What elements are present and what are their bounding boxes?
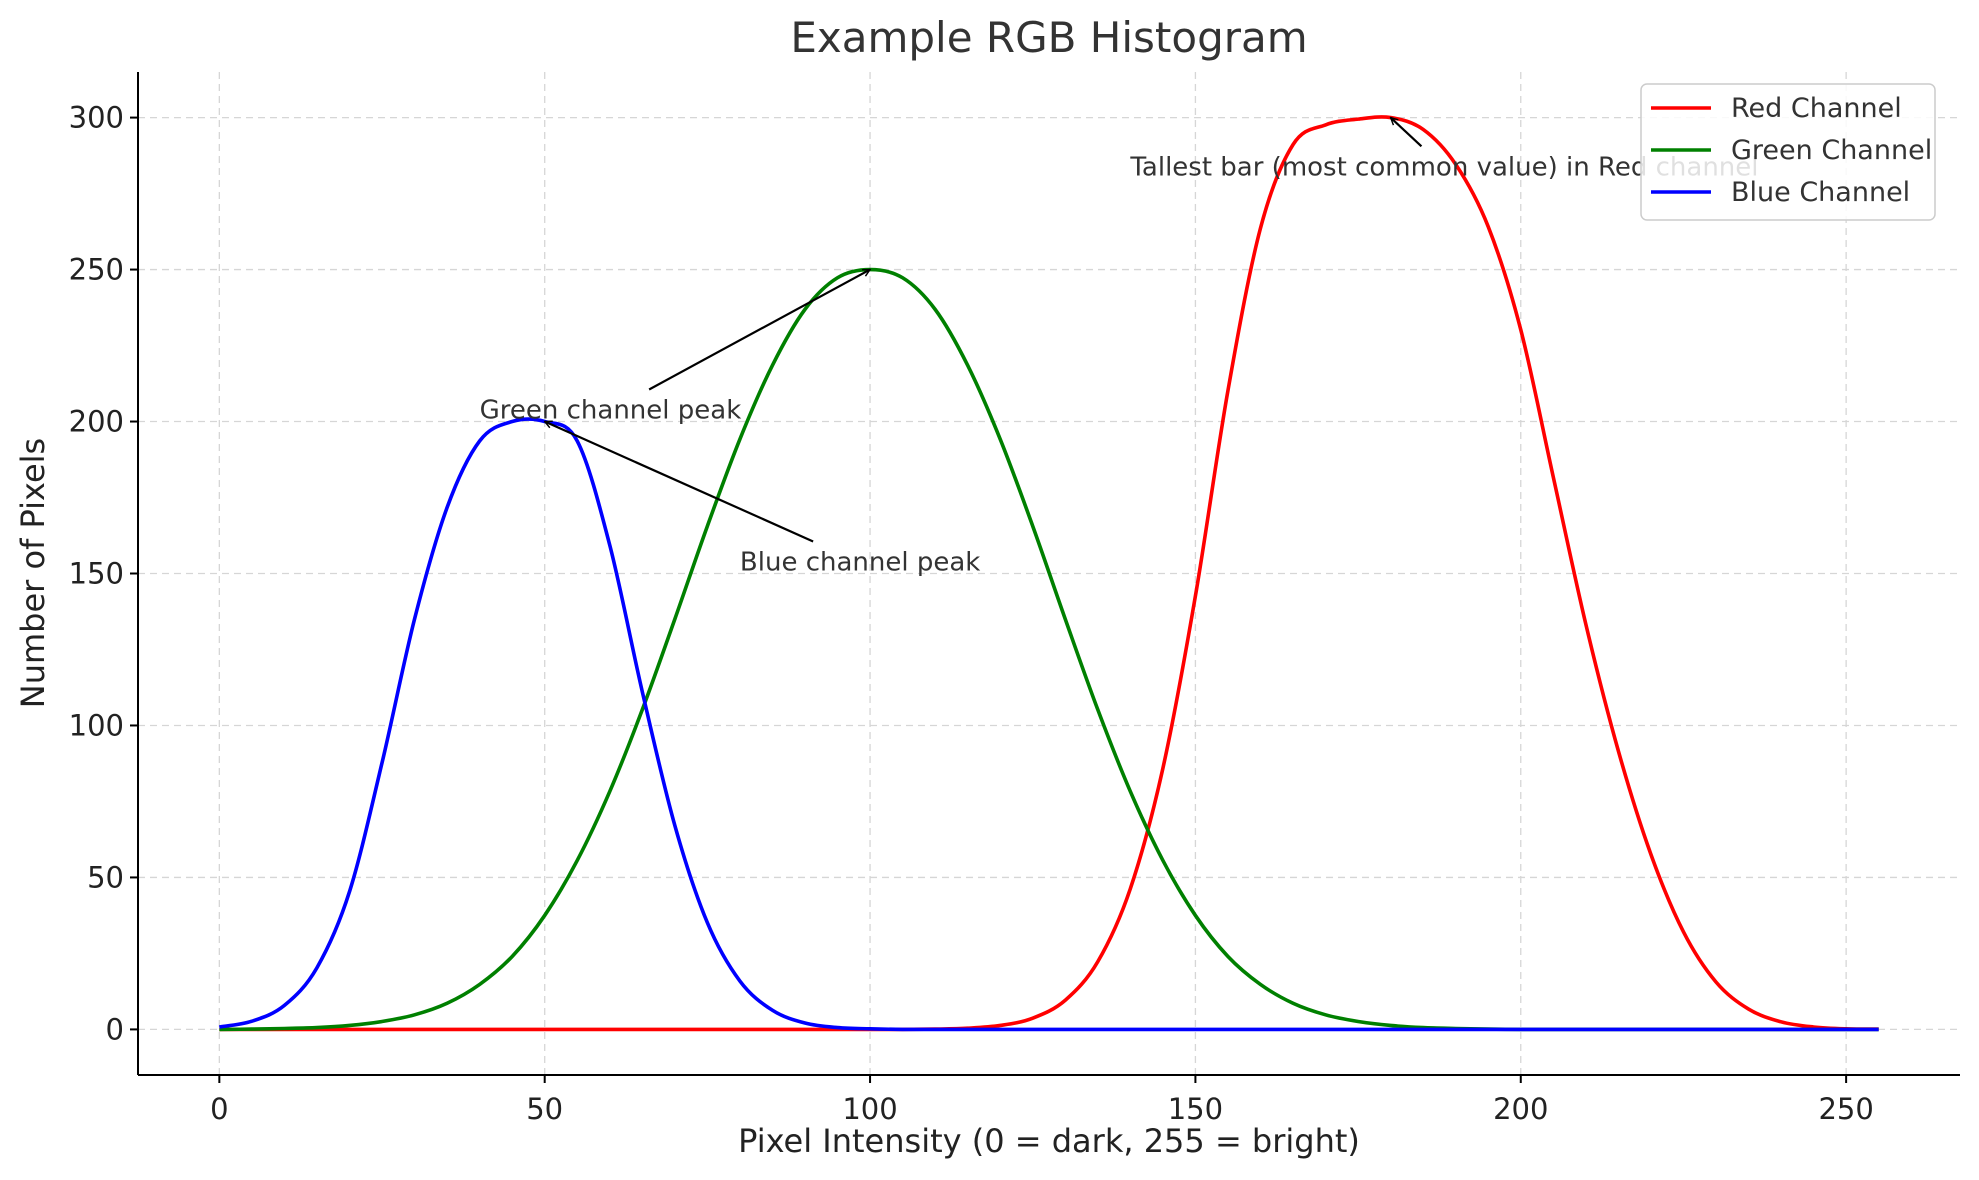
- x-tick-label: 100: [842, 1092, 897, 1126]
- series-line-blue-channel: [219, 417, 1879, 1032]
- x-tick-label: 50: [526, 1092, 563, 1126]
- series-line-green-channel: [219, 267, 1879, 1032]
- x-tick-label: 250: [1818, 1092, 1873, 1126]
- y-tick-label: 300: [69, 101, 124, 135]
- annotation-arrow: [545, 422, 814, 543]
- y-tick-label: 250: [69, 253, 124, 287]
- x-tick-label: 200: [1493, 1092, 1548, 1126]
- annotation-text: Green channel peak: [480, 395, 742, 425]
- annotation-arrow: [648, 268, 870, 391]
- y-axis-label: Number of Pixels: [14, 438, 52, 708]
- annotations: Tallest bar (most common value) in Red c…: [480, 118, 1759, 577]
- legend: Red Channel Green Channel Blue Channel: [1640, 83, 1936, 221]
- y-tick-label: 50: [87, 860, 124, 894]
- legend-label: Green Channel: [1731, 135, 1932, 166]
- y-tick-label: 0: [106, 1012, 124, 1046]
- series-lines: [219, 115, 1879, 1032]
- y-tick-label: 100: [69, 708, 124, 742]
- annotation-arrow: [1391, 118, 1423, 148]
- x-axis-label: Pixel Intensity (0 = dark, 255 = bright): [738, 1122, 1360, 1160]
- legend-label: Blue Channel: [1731, 177, 1910, 208]
- legend-label: Red Channel: [1731, 93, 1902, 124]
- axis-ticks: 0 50 100 150 200 250 0 50 100 150 200 250 300: [69, 101, 1874, 1126]
- y-tick-label: 200: [69, 405, 124, 439]
- chart-title: Example RGB Histogram: [790, 13, 1307, 62]
- legend-box: [1640, 83, 1936, 221]
- x-tick-label: 0: [210, 1092, 228, 1126]
- series-line-red-channel: [219, 115, 1879, 1032]
- y-tick-label: 150: [69, 557, 124, 591]
- x-tick-label: 150: [1168, 1092, 1223, 1126]
- annotation-text: Blue channel peak: [740, 547, 980, 577]
